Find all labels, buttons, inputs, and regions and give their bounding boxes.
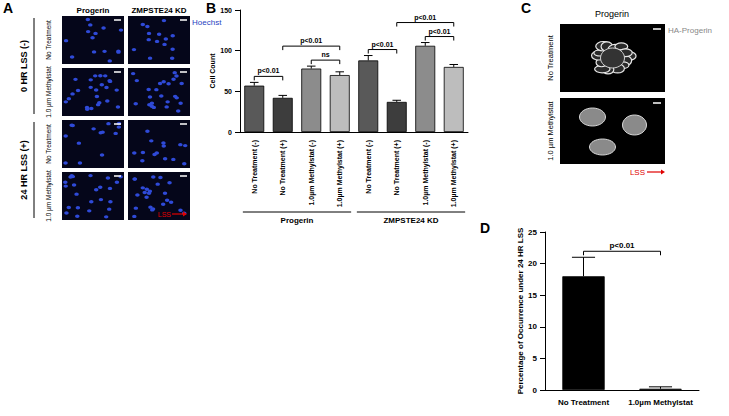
svg-text:LSS: LSS <box>158 211 172 218</box>
svg-text:Hoechst: Hoechst <box>192 18 222 27</box>
svg-text:ns: ns <box>321 51 329 58</box>
svg-text:10: 10 <box>528 322 537 331</box>
svg-text:No Treatment (+): No Treatment (+) <box>393 140 401 195</box>
svg-text:0: 0 <box>228 129 232 136</box>
svg-text:No Treatment: No Treatment <box>45 124 52 164</box>
svg-text:D: D <box>480 220 490 236</box>
svg-text:20: 20 <box>528 259 537 268</box>
svg-text:No Treatment (-): No Treatment (-) <box>365 140 373 194</box>
svg-text:Progerin: Progerin <box>281 216 314 225</box>
svg-text:Progerin: Progerin <box>595 9 629 19</box>
svg-text:1.0µm Methylstat (+): 1.0µm Methylstat (+) <box>450 140 458 207</box>
svg-text:1.0µm Methylstat (-): 1.0µm Methylstat (-) <box>422 140 430 206</box>
svg-text:Progerin: Progerin <box>77 6 110 15</box>
svg-text:No Treatment: No Treatment <box>546 34 555 80</box>
svg-text:LSS: LSS <box>630 168 645 177</box>
svg-text:p<0.01: p<0.01 <box>429 28 451 36</box>
svg-text:p<0.01: p<0.01 <box>372 41 394 49</box>
svg-text:150: 150 <box>220 7 232 14</box>
svg-text:Cell Count: Cell Count <box>209 53 216 89</box>
svg-text:1.0µm Methylstat (-): 1.0µm Methylstat (-) <box>308 140 316 206</box>
svg-text:No Treatment: No Treatment <box>558 398 609 407</box>
svg-text:24 HR LSS (+): 24 HR LSS (+) <box>19 140 29 199</box>
svg-text:1.0 µm Methylstat: 1.0 µm Methylstat <box>546 100 555 160</box>
svg-text:1.0 µm Methylstat: 1.0 µm Methylstat <box>45 170 53 222</box>
svg-text:ZMPSTE24 KD: ZMPSTE24 KD <box>383 216 438 225</box>
svg-text:No Treatment (-): No Treatment (-) <box>251 140 259 194</box>
svg-text:5: 5 <box>533 354 538 363</box>
svg-text:HA-Progerin: HA-Progerin <box>668 26 712 35</box>
svg-text:1.0 µm Methylstat: 1.0 µm Methylstat <box>45 66 53 118</box>
svg-text:15: 15 <box>528 291 537 300</box>
svg-text:ZMPSTE24 KD: ZMPSTE24 KD <box>131 6 186 15</box>
svg-text:C: C <box>521 0 531 16</box>
svg-text:p<0.01: p<0.01 <box>300 37 322 45</box>
svg-text:A: A <box>3 0 13 16</box>
svg-text:p<0.01: p<0.01 <box>414 14 436 22</box>
svg-text:0: 0 <box>533 386 538 395</box>
svg-text:1.0µm Methylstat (+): 1.0µm Methylstat (+) <box>336 140 344 207</box>
svg-text:Percentage of Occurrence under: Percentage of Occurrence under 24 HR LSS <box>516 227 525 394</box>
svg-text:B: B <box>206 0 216 16</box>
svg-text:p<0.01: p<0.01 <box>609 241 635 250</box>
svg-text:100: 100 <box>220 47 232 54</box>
svg-text:25: 25 <box>528 228 537 237</box>
svg-text:1.0µm Methylstat: 1.0µm Methylstat <box>628 398 693 407</box>
svg-text:No Treatment (+): No Treatment (+) <box>279 140 287 195</box>
svg-text:p<0.01: p<0.01 <box>258 67 280 75</box>
svg-text:No Treatment: No Treatment <box>45 20 52 60</box>
svg-text:0 HR LSS (-): 0 HR LSS (-) <box>19 40 29 92</box>
svg-text:50: 50 <box>224 88 232 95</box>
